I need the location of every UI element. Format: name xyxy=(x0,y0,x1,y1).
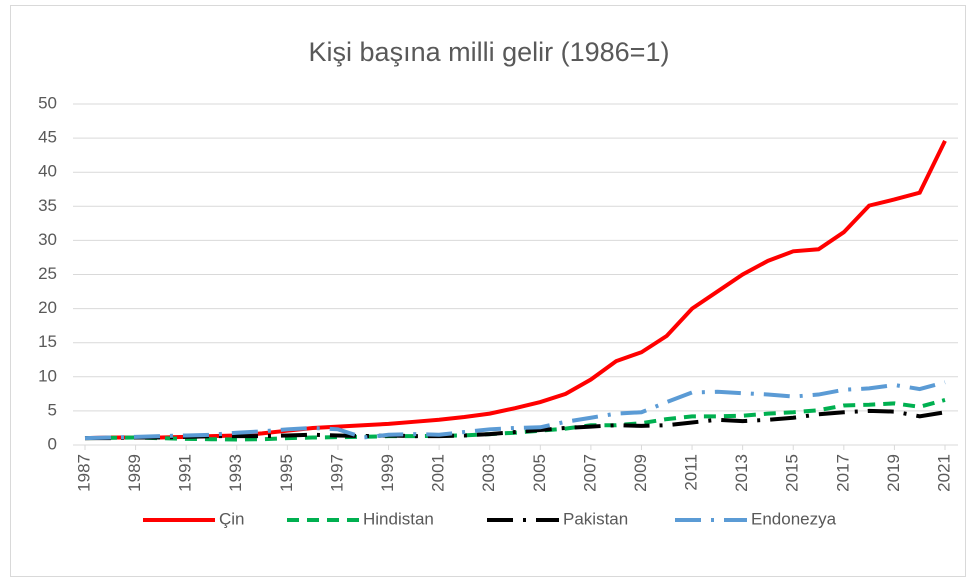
x-tick-label: 1993 xyxy=(226,454,245,492)
x-tick-label: 1989 xyxy=(125,454,144,492)
y-tick-label: 0 xyxy=(48,434,57,453)
y-tick-label: 35 xyxy=(38,196,57,215)
x-tick-label: 1987 xyxy=(74,454,93,492)
x-tick-label: 1991 xyxy=(176,454,195,492)
y-tick-label: 45 xyxy=(38,128,57,147)
x-tick-label: 2009 xyxy=(631,454,650,492)
x-tick-label: 2017 xyxy=(833,454,852,492)
legend-label: Pakistan xyxy=(563,509,628,528)
x-tick-label: 2013 xyxy=(732,454,751,492)
y-tick-label: 30 xyxy=(38,230,57,249)
series-line xyxy=(85,408,946,441)
y-tick-label: 5 xyxy=(48,400,57,419)
y-tick-label: 40 xyxy=(38,162,57,181)
y-tick-label: 15 xyxy=(38,332,57,351)
x-tick-label: 2005 xyxy=(530,454,549,492)
x-tick-label: 1995 xyxy=(277,454,296,492)
x-tick-label: 2011 xyxy=(682,454,701,491)
y-tick-label: 25 xyxy=(38,264,57,283)
y-tick-label: 50 xyxy=(38,93,57,112)
x-tick-label: 2021 xyxy=(934,454,953,492)
chart-frame xyxy=(10,5,966,577)
x-tick-label: 2015 xyxy=(783,454,802,492)
x-tick-label: 1999 xyxy=(378,454,397,492)
x-tick-label: 2003 xyxy=(479,454,498,492)
y-tick-label: 10 xyxy=(38,366,57,385)
x-tick-label: 2007 xyxy=(580,454,599,492)
chart-title: Kişi başına milli gelir (1986=1) xyxy=(309,37,670,67)
series-line xyxy=(84,380,946,441)
legend-label: Çin xyxy=(219,509,245,528)
series-line xyxy=(84,139,947,441)
legend-label: Endonezya xyxy=(751,509,837,528)
x-tick-label: 2001 xyxy=(429,454,448,492)
x-tick-label: 1997 xyxy=(327,454,346,492)
x-tick-label: 2019 xyxy=(884,454,903,492)
legend-label: Hindistan xyxy=(363,509,434,528)
y-tick-label: 20 xyxy=(38,298,57,317)
